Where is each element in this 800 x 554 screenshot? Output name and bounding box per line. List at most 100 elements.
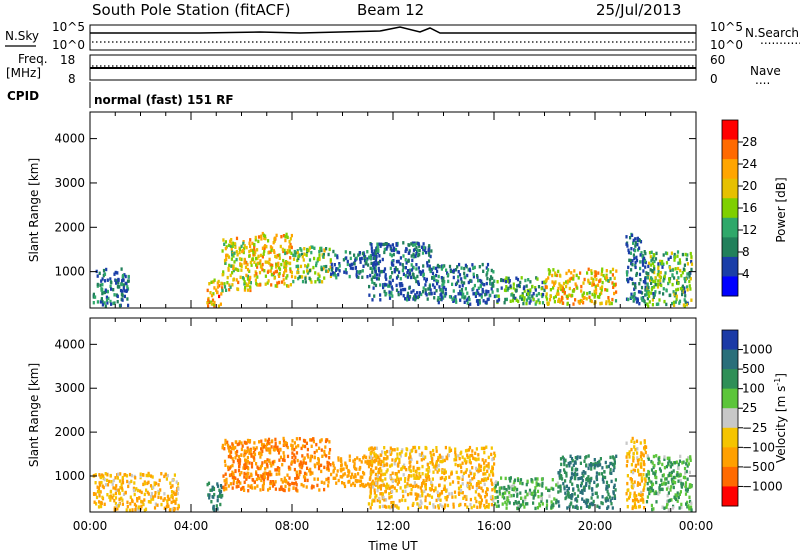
- velocity-cell: [569, 461, 572, 465]
- velocity-cell: [379, 466, 382, 471]
- power-cell: [233, 242, 237, 246]
- velocity-cell: [373, 491, 376, 495]
- power-cell: [96, 300, 99, 304]
- power-cell: [231, 271, 234, 275]
- power-cell: [663, 274, 666, 279]
- power-cell: [116, 300, 119, 304]
- power-cell: [410, 242, 413, 246]
- power-cell: [379, 242, 382, 246]
- power-cell: [310, 250, 313, 255]
- velocity-cell: [397, 477, 400, 481]
- power-cell: [262, 233, 265, 237]
- power-cell: [308, 268, 312, 273]
- power-cell: [487, 297, 490, 301]
- power-cell: [583, 277, 586, 282]
- velocity-cell: [588, 477, 591, 482]
- power-cell: [614, 282, 617, 286]
- power-cell: [308, 276, 311, 280]
- velocity-cell: [658, 486, 661, 490]
- power-cell: [418, 248, 421, 253]
- velocity-cell: [395, 489, 398, 493]
- velocity-cell: [423, 480, 426, 485]
- velocity-cell: [582, 470, 585, 474]
- velocity-cell: [397, 469, 400, 474]
- power-cell: [482, 299, 485, 303]
- velocity-cell: [324, 445, 327, 449]
- velocity-cell: [358, 479, 361, 483]
- velocity-cell: [576, 455, 579, 459]
- velocity-cell: [385, 486, 388, 490]
- power-cell: [395, 259, 399, 264]
- power-cell: [274, 254, 277, 259]
- power-cell: [292, 253, 295, 257]
- velocity-cell: [246, 455, 249, 460]
- power-cell: [599, 301, 602, 306]
- velocity-cell: [524, 502, 528, 506]
- velocity-cell: [356, 456, 359, 460]
- velocity-cell: [136, 488, 139, 493]
- velocity-cell: [362, 482, 365, 487]
- velocity-cell: [487, 455, 490, 460]
- power-cell: [395, 276, 399, 280]
- velocity-cell: [671, 481, 674, 486]
- velocity-cell: [300, 461, 303, 466]
- power-cell: [396, 268, 399, 272]
- velocity-cell: [326, 460, 329, 465]
- velocity-cell: [93, 500, 96, 504]
- velocity-cell: [454, 453, 457, 457]
- power-colorbar-swatch: [722, 217, 738, 238]
- velocity-cell: [142, 473, 145, 477]
- velocity-cell: [422, 457, 426, 461]
- power-cell: [595, 291, 598, 295]
- velocity-colorbar-swatch: [722, 447, 738, 468]
- velocity-cell: [458, 503, 461, 508]
- power-cell: [493, 279, 496, 283]
- power-cell: [576, 286, 579, 290]
- power-cell: [297, 256, 300, 261]
- velocity-cell: [636, 451, 639, 455]
- velocity-cell: [227, 467, 230, 472]
- power-cell: [385, 291, 388, 296]
- velocity-cell: [332, 461, 335, 466]
- power-cell: [639, 290, 642, 294]
- power-cell: [285, 251, 288, 255]
- velocity-cell: [572, 505, 575, 509]
- velocity-cell: [264, 460, 267, 464]
- power-cell: [92, 292, 95, 297]
- power-cell: [486, 276, 489, 281]
- power-cell: [659, 262, 663, 266]
- power-cell: [528, 301, 531, 305]
- power-cell: [278, 271, 281, 276]
- velocity-cell: [113, 508, 116, 512]
- power-colorbar-tick-label: 16: [742, 201, 757, 215]
- power-cell: [235, 257, 238, 262]
- power-cell: [102, 291, 105, 295]
- power-cell: [224, 261, 227, 265]
- power-cell: [297, 266, 300, 271]
- power-cell: [274, 284, 277, 288]
- velocity-cell: [245, 477, 248, 481]
- velocity-cell: [677, 479, 680, 483]
- power-cell: [223, 285, 227, 289]
- power-cell: [377, 242, 381, 246]
- power-cell: [404, 297, 407, 301]
- velocity-cell: [421, 481, 425, 485]
- velocity-cell: [646, 495, 649, 499]
- power-cell: [248, 269, 251, 273]
- power-cell: [270, 266, 273, 270]
- velocity-cell: [632, 459, 635, 463]
- power-cell: [405, 261, 408, 265]
- velocity-cell: [240, 487, 243, 491]
- velocity-cell: [648, 479, 651, 483]
- velocity-cell: [437, 506, 440, 510]
- velocity-cell: [243, 475, 246, 479]
- power-cell: [648, 300, 651, 304]
- velocity-cell: [475, 466, 478, 471]
- velocity-cell: [590, 467, 593, 471]
- velocity-cell: [437, 463, 440, 468]
- velocity-cell: [123, 473, 126, 477]
- power-cell: [677, 261, 680, 265]
- velocity-cell: [212, 487, 216, 491]
- velocity-cell: [295, 487, 298, 491]
- velocity-cell: [414, 492, 417, 496]
